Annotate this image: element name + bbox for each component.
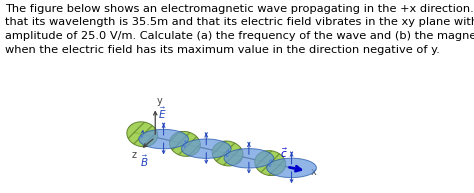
Text: y: y <box>156 96 163 106</box>
Ellipse shape <box>255 151 286 176</box>
Text: The figure below shows an electromagnetic wave propagating in the +x direction. : The figure below shows an electromagneti… <box>5 4 474 55</box>
Ellipse shape <box>170 131 201 156</box>
Text: x: x <box>311 167 317 177</box>
Text: $\vec{E}$: $\vec{E}$ <box>157 105 166 121</box>
Ellipse shape <box>182 139 231 158</box>
Ellipse shape <box>267 158 317 178</box>
Ellipse shape <box>139 129 189 149</box>
Ellipse shape <box>212 141 243 166</box>
Text: $\vec{B}$: $\vec{B}$ <box>140 154 149 169</box>
Text: z: z <box>131 150 137 160</box>
Ellipse shape <box>127 122 158 147</box>
Ellipse shape <box>224 149 274 168</box>
Text: $\vec{c}$: $\vec{c}$ <box>280 147 288 161</box>
